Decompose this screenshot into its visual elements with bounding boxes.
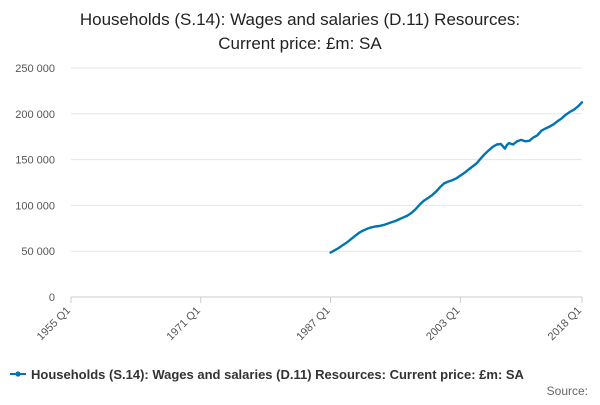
y-tick-label: 250 000 <box>15 63 55 75</box>
series-layer <box>329 101 584 254</box>
x-tick-label: 2003 Q1 <box>424 305 462 343</box>
y-tick-label: 200 000 <box>15 109 55 121</box>
x-tick-label: 1987 Q1 <box>294 305 332 343</box>
y-tick-label: 150 000 <box>15 155 55 167</box>
grid-lines <box>71 67 582 252</box>
legend[interactable]: Households (S.14): Wages and salaries (D… <box>10 367 525 382</box>
x-tick-label: 2018 Q1 <box>546 305 584 343</box>
y-tick-label: 0 <box>49 292 55 304</box>
chart-title-line-2: Current price: £m: SA <box>218 34 382 53</box>
y-tick-label: 50 000 <box>21 246 55 258</box>
series-line[interactable] <box>329 101 584 254</box>
x-axis: 1955 Q1 1971 Q1 1987 Q1 2003 Q1 2018 Q1 <box>35 296 584 343</box>
x-tick-label: 1955 Q1 <box>35 305 73 343</box>
y-tick-label: 100 000 <box>15 200 55 212</box>
chart-title-line-1: Households (S.14): Wages and salaries (D… <box>80 10 520 29</box>
legend-dot-marker <box>15 371 21 377</box>
legend-label: Households (S.14): Wages and salaries (D… <box>31 367 525 382</box>
source-label: Source: <box>547 384 588 398</box>
y-axis: 0 50 000 100 000 150 000 200 000 250 000 <box>15 63 55 304</box>
x-tick-label: 1971 Q1 <box>165 305 203 343</box>
